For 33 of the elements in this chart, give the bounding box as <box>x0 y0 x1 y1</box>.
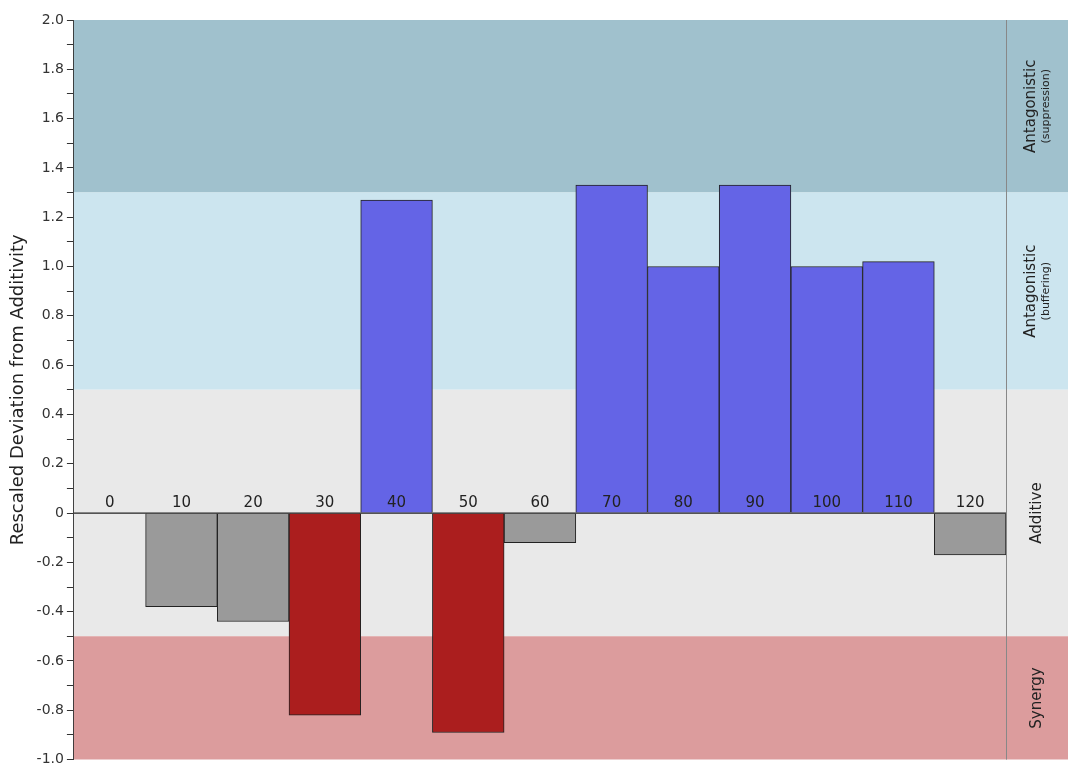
y-tick-label: 1.0 <box>41 257 64 274</box>
x-tick-label: 10 <box>171 493 192 512</box>
x-tick-label: 90 <box>745 493 765 512</box>
y-tick-label: 1.2 <box>41 207 64 224</box>
y-tick-label: 0.8 <box>41 306 64 323</box>
y-tick-label: 0.4 <box>41 405 65 422</box>
band-label: Antagonistic (buffering) <box>1020 244 1052 338</box>
y-tick-label: -0.2 <box>36 553 64 570</box>
x-tick-label: 110 <box>884 493 913 512</box>
x-tick-label: 20 <box>243 493 263 512</box>
y-tick-label: 1.8 <box>41 59 64 76</box>
x-tick-label: 30 <box>315 493 335 512</box>
y-axis-title: Rescaled Deviation from Additivity <box>6 233 28 546</box>
x-tick-label: 40 <box>387 493 407 512</box>
y-tick-label: 0.6 <box>41 355 65 372</box>
x-tick-label: 80 <box>673 493 693 512</box>
x-tick-label: 70 <box>602 493 622 512</box>
x-tick-label: 100 <box>812 493 842 512</box>
x-tick-label: 60 <box>530 493 550 512</box>
y-tick-label: -0.6 <box>36 651 64 668</box>
y-tick-label: -0.4 <box>36 602 64 619</box>
band-label: Antagonistic (suppression) <box>1020 59 1052 153</box>
y-tick-label: 2.0 <box>41 10 64 27</box>
y-tick-label: -0.8 <box>36 700 64 717</box>
y-tick-label: 1.4 <box>41 158 65 175</box>
band-label: Synergy <box>1026 667 1045 729</box>
y-tick-label: 1.6 <box>41 109 65 126</box>
band-label: Additive <box>1026 482 1045 544</box>
x-tick-label: 120 <box>955 493 985 512</box>
y-tick-label: -1.0 <box>36 750 64 767</box>
y-tick-label: 0.2 <box>41 454 64 471</box>
x-tick-label: 0 <box>104 493 115 512</box>
x-tick-label: 50 <box>458 493 478 512</box>
